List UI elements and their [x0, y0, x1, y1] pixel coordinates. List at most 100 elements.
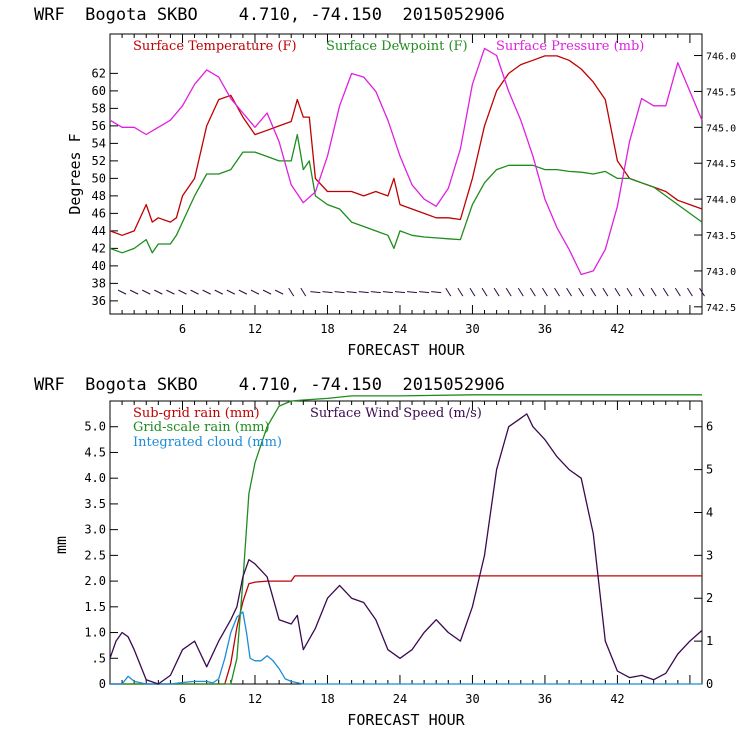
legend-surface-pressure: Surface Pressure (mb) — [496, 39, 644, 54]
wind-barb — [274, 289, 284, 295]
wind-barb — [578, 287, 585, 297]
precipitation-panel-title: WRF Bogota SKBO 4.710, -74.150 201505290… — [34, 375, 505, 395]
temperature-ticks: 6 12 18 24 30 36 42 36 38 40 42 44 46 48 50 52 54 56 58 60 6… — [92, 34, 736, 336]
y2-tick-label: 3 — [706, 548, 713, 562]
wind-barb — [178, 289, 187, 295]
wind-barb — [262, 289, 272, 295]
wind-barb — [662, 287, 669, 297]
x-tick-label: 42 — [610, 692, 624, 706]
y-tick-label: 2.0 — [84, 574, 106, 588]
y-tick-label: 58 — [92, 101, 106, 115]
temperature-legend: Surface Temperature (F) Surface Dewpoint… — [133, 39, 644, 54]
x-tick-label: 18 — [320, 692, 334, 706]
wind-barb — [358, 291, 369, 294]
wind-barb — [419, 291, 430, 294]
y-tick-label: 54 — [92, 136, 106, 150]
precipitation-legend: Sub-grid rain (mm) Surface Wind Speed (m… — [133, 406, 482, 450]
wind-barb — [590, 287, 597, 297]
wind-barb — [142, 289, 151, 295]
wind-barb — [481, 287, 488, 297]
legend-surface-temperature: Surface Temperature (F) — [133, 39, 297, 54]
temperature-panel-title: WRF Bogota SKBO 4.710, -74.150 201505290… — [34, 5, 505, 25]
y-tick-label: 56 — [92, 119, 106, 133]
legend-sub-grid-rain: Sub-grid rain (mm) — [133, 406, 260, 421]
wind-barb — [445, 287, 452, 297]
y2-tick-label: 745.0 — [706, 123, 736, 134]
temperature-series-lines — [109, 47, 703, 276]
wind-barb — [686, 287, 693, 297]
y-tick-label: 0 — [99, 677, 106, 691]
y-tick-label: 48 — [92, 189, 106, 203]
wind-barb — [566, 287, 573, 297]
surface-pressure-line — [109, 47, 703, 276]
wind-barb — [300, 287, 307, 297]
y-tick-label: 3.0 — [84, 523, 106, 537]
wind-barb — [226, 289, 236, 295]
y2-tick-label: 2 — [706, 591, 713, 605]
y-tick-label: 4.5 — [84, 445, 106, 459]
y-tick-label: 1.5 — [84, 600, 106, 614]
wind-barb — [614, 287, 621, 297]
legend-surface-wind-speed: Surface Wind Speed (m/s) — [310, 406, 482, 421]
temperature-y-axis-label: Degrees F — [66, 133, 84, 214]
x-tick-label: 36 — [538, 692, 552, 706]
wind-barb — [542, 287, 548, 297]
precipitation-series-lines — [109, 394, 703, 685]
wind-barb — [638, 287, 645, 297]
wind-barb — [250, 289, 260, 295]
temperature-plot-frame — [109, 33, 703, 315]
surface-wind-speed-line — [109, 413, 703, 685]
y-tick-label: 62 — [92, 66, 106, 80]
x-tick-label: 30 — [465, 692, 479, 706]
wind-barb — [626, 287, 633, 297]
y-tick-label: 40 — [92, 259, 106, 273]
y-tick-label: 50 — [92, 171, 106, 185]
wind-barb — [154, 289, 163, 295]
wind-barb — [310, 291, 321, 294]
legend-integrated-cloud: Integrated cloud (mm) — [133, 435, 282, 450]
x-tick-label: 36 — [538, 322, 552, 336]
sub-grid-rain-line — [110, 575, 702, 685]
precipitation-x-axis-label: FORECAST HOUR — [347, 711, 465, 729]
wind-barb — [602, 287, 609, 297]
wind-barb — [674, 287, 681, 297]
y-tick-label: 42 — [92, 241, 106, 255]
y-tick-label: 44 — [92, 224, 106, 238]
wind-barb — [457, 287, 464, 297]
wind-barb — [517, 287, 524, 297]
wind-barb — [322, 291, 333, 294]
x-tick-label: 30 — [465, 322, 479, 336]
wind-barbs — [117, 287, 705, 297]
precipitation-y-axis-label: mm — [52, 536, 70, 554]
y-tick-label: .5 — [92, 651, 106, 665]
wind-barb — [699, 287, 705, 297]
precipitation-panel: WRF Bogota SKBO 4.710, -74.150 201505290… — [34, 375, 713, 729]
wind-barb — [334, 291, 345, 294]
grid-scale-rain-line — [110, 394, 702, 685]
temperature-x-axis-label: FORECAST HOUR — [347, 341, 465, 359]
y-tick-label: 5.0 — [84, 420, 106, 434]
x-tick-label: 12 — [248, 692, 262, 706]
y-tick-label: 36 — [92, 294, 106, 308]
integrated-cloud-line — [110, 611, 702, 685]
wind-barb — [238, 289, 248, 295]
y2-tick-label: 745.5 — [706, 87, 736, 98]
wind-barb — [529, 287, 536, 297]
y2-tick-label: 4 — [706, 505, 713, 519]
wind-barb — [505, 287, 512, 297]
y-tick-label: 38 — [92, 276, 106, 290]
surface-temperature-line — [109, 55, 703, 236]
y-tick-label: 1.0 — [84, 626, 106, 640]
x-tick-label: 24 — [393, 322, 407, 336]
x-tick-label: 24 — [393, 692, 407, 706]
wind-barb — [394, 291, 406, 294]
y2-tick-label: 742.5 — [706, 303, 736, 314]
y2-tick-label: 6 — [706, 420, 713, 434]
y-tick-label: 4.0 — [84, 471, 106, 485]
x-tick-label: 42 — [610, 322, 624, 336]
y2-tick-label: 744.0 — [706, 195, 736, 206]
y-tick-label: 52 — [92, 154, 106, 168]
x-tick-label: 12 — [248, 322, 262, 336]
